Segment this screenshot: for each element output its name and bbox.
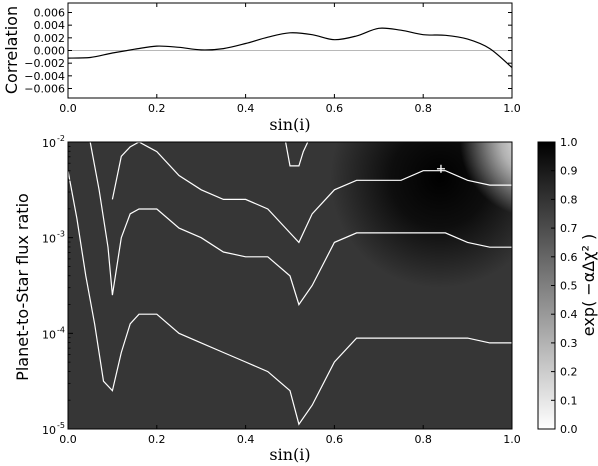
colorbar-ticks: 1.0 0.9 0.8 0.7 0.6 0.5 0.4 0.3 0.2 0.1 0.0	[551, 136, 578, 436]
colorbar-tick-label: 0.1	[560, 394, 578, 407]
y-tick-exponent: -5	[57, 421, 65, 430]
x-tick-label: 0.4	[237, 102, 255, 115]
y-tick-label: 10	[42, 137, 56, 150]
correlation-x-axis-label: sin(i)	[269, 115, 310, 134]
x-tick-label: 0.0	[59, 102, 77, 115]
x-tick-label: 0.8	[414, 433, 432, 446]
contour-line	[68, 170, 512, 426]
y-tick-exponent: -4	[57, 325, 65, 334]
x-tick-label: 0.6	[326, 102, 344, 115]
correlation-line	[68, 27, 512, 69]
x-tick-label: 0.6	[326, 433, 344, 446]
correlation-series	[68, 27, 512, 69]
x-tick-label: 1.0	[503, 433, 521, 446]
y-tick-label: 10	[42, 328, 56, 341]
correlation-y-axis-label: Correlation	[2, 6, 21, 94]
y-tick-label: −0.006	[24, 83, 65, 96]
colorbar-tick-label: 0.3	[560, 337, 578, 350]
heatmap-x-axis-label: sin(i)	[269, 445, 310, 464]
colorbar-tick-label: 0.8	[560, 193, 578, 206]
heatmap-y-axis-label: Planet-to-Star flux ratio	[13, 193, 32, 381]
colorbar-tick-label: 0.9	[560, 165, 578, 178]
y-tick-exponent: -3	[57, 230, 65, 239]
x-tick-label: 0.8	[414, 102, 432, 115]
heatmap-bright-region	[68, 142, 512, 429]
x-tick-label: 0.0	[59, 433, 77, 446]
y-tick-label: 0.002	[34, 32, 66, 45]
colorbar-tick-label: 0.7	[560, 222, 578, 235]
colorbar-tick-label: 0.0	[560, 423, 578, 436]
likelihood-panel: 0.0 0.2 0.4 0.6 0.8 1.0 10-210-310-410-5 sin(…	[13, 134, 521, 464]
colorbar: 1.0 0.9 0.8 0.7 0.6 0.5 0.4 0.3 0.2 0.1 0.0 exp( −…	[537, 136, 598, 436]
peak-marker	[436, 164, 445, 173]
x-tick-label: 0.2	[148, 433, 166, 446]
colorbar-label: exp( −αΔχ² )	[579, 234, 598, 336]
contour-line	[111, 142, 512, 244]
colorbar-tick-label: 0.5	[560, 280, 578, 293]
y-tick-label: 0.004	[34, 19, 66, 32]
heatmap-y-ticks: 10-210-310-410-5	[42, 134, 73, 437]
correlation-x-ticks: 0.0 0.2 0.4 0.6 0.8 1.0	[59, 3, 521, 115]
contour-line	[285, 142, 309, 167]
y-tick-label: −0.002	[24, 57, 65, 70]
contour-lines	[68, 142, 512, 426]
correlation-panel: 0.0 0.2 0.4 0.6 0.8 1.0 0.0060.0040.0020.000−…	[2, 2, 521, 134]
contour-line	[89, 142, 512, 306]
x-tick-label: 0.2	[148, 102, 166, 115]
x-tick-label: 0.4	[237, 433, 255, 446]
heatmap-plot-frame	[67, 141, 513, 430]
y-tick-label: 0.000	[34, 45, 66, 58]
colorbar-tick-label: 1.0	[560, 136, 578, 149]
colorbar-tick-label: 0.6	[560, 251, 578, 264]
x-tick-label: 1.0	[503, 102, 521, 115]
colorbar-tick-label: 0.4	[560, 308, 578, 321]
y-tick-exponent: -2	[57, 134, 65, 143]
y-tick-label: 10	[42, 233, 56, 246]
y-tick-label: −0.004	[24, 70, 65, 83]
heatmap-x-ticks: 0.0 0.2 0.4 0.6 0.8 1.0	[59, 425, 521, 446]
y-tick-label: 10	[42, 424, 56, 437]
colorbar-tick-label: 0.2	[560, 366, 578, 379]
y-tick-label: 0.006	[34, 7, 66, 20]
